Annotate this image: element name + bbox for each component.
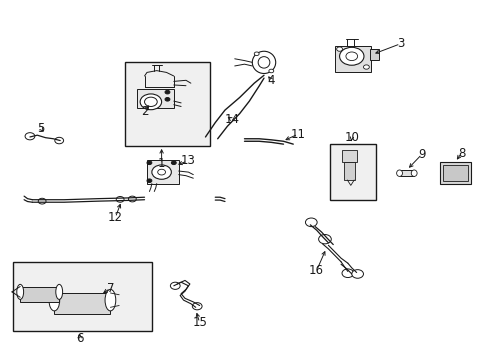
Ellipse shape bbox=[49, 289, 60, 311]
Bar bbox=[439, 162, 470, 184]
Text: 7: 7 bbox=[106, 282, 114, 295]
Bar bbox=[369, 49, 378, 60]
Text: 5: 5 bbox=[37, 122, 44, 135]
Text: 3: 3 bbox=[396, 37, 404, 50]
Bar bbox=[443, 165, 467, 181]
Circle shape bbox=[305, 218, 317, 226]
Circle shape bbox=[128, 196, 136, 202]
Text: 16: 16 bbox=[308, 264, 324, 277]
Circle shape bbox=[147, 161, 152, 165]
Ellipse shape bbox=[56, 284, 62, 300]
Circle shape bbox=[144, 97, 157, 107]
Bar bbox=[334, 45, 370, 72]
Circle shape bbox=[254, 52, 259, 55]
Circle shape bbox=[55, 137, 63, 144]
Circle shape bbox=[116, 197, 124, 202]
Bar bbox=[343, 162, 354, 180]
Circle shape bbox=[164, 90, 169, 94]
Ellipse shape bbox=[252, 51, 275, 73]
Text: 8: 8 bbox=[457, 147, 464, 159]
Circle shape bbox=[38, 198, 46, 204]
Text: 4: 4 bbox=[267, 74, 275, 87]
Circle shape bbox=[140, 94, 161, 110]
Text: 1: 1 bbox=[158, 157, 165, 170]
Text: 14: 14 bbox=[224, 113, 239, 126]
Circle shape bbox=[336, 47, 342, 51]
Text: 2: 2 bbox=[141, 105, 148, 118]
Text: 11: 11 bbox=[290, 127, 305, 141]
Circle shape bbox=[147, 179, 152, 183]
Circle shape bbox=[341, 269, 353, 278]
Text: 9: 9 bbox=[417, 148, 425, 161]
Circle shape bbox=[339, 47, 363, 65]
Ellipse shape bbox=[105, 289, 116, 311]
Bar bbox=[341, 149, 356, 162]
Circle shape bbox=[152, 165, 171, 179]
Bar bbox=[329, 144, 375, 200]
Ellipse shape bbox=[17, 284, 23, 300]
Text: 13: 13 bbox=[181, 154, 196, 167]
Ellipse shape bbox=[410, 170, 416, 176]
Ellipse shape bbox=[396, 170, 402, 176]
Text: 15: 15 bbox=[192, 316, 206, 329]
Text: 12: 12 bbox=[107, 211, 122, 224]
Text: 6: 6 bbox=[76, 332, 83, 345]
Circle shape bbox=[351, 270, 363, 278]
Text: 10: 10 bbox=[344, 131, 359, 144]
Bar bbox=[54, 293, 110, 315]
Circle shape bbox=[158, 169, 165, 175]
Bar bbox=[125, 62, 210, 146]
Circle shape bbox=[192, 303, 202, 310]
Circle shape bbox=[318, 234, 330, 244]
Bar bbox=[399, 170, 413, 176]
Circle shape bbox=[25, 133, 35, 140]
Bar bbox=[137, 89, 173, 108]
Circle shape bbox=[171, 161, 176, 165]
Ellipse shape bbox=[258, 57, 269, 68]
Circle shape bbox=[345, 52, 357, 60]
Circle shape bbox=[170, 282, 180, 289]
Circle shape bbox=[268, 69, 273, 73]
Bar bbox=[13, 262, 152, 330]
Circle shape bbox=[363, 65, 368, 69]
Circle shape bbox=[164, 98, 169, 101]
Bar bbox=[147, 160, 178, 184]
Bar bbox=[20, 287, 59, 302]
